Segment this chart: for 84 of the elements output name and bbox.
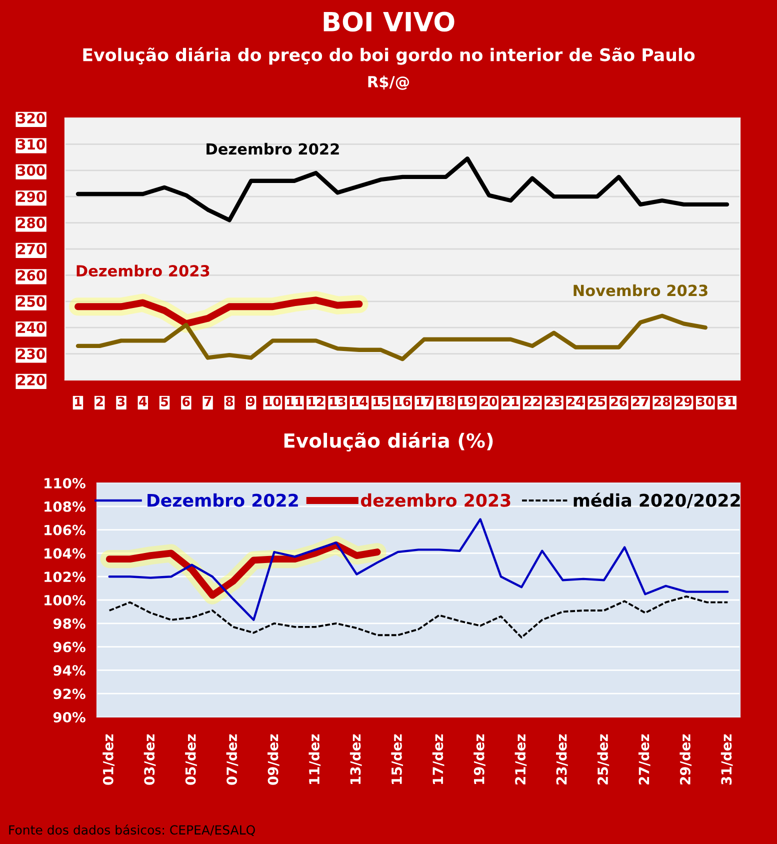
x-tick-label: 11/dez [308, 734, 321, 784]
y-tick-label: 240 [18, 322, 45, 334]
y-tick-label: 106% [44, 524, 86, 536]
text: Novembro 2023 [574, 284, 708, 296]
x-tick-label: 16 [395, 396, 411, 406]
x-tick-label: 12 [308, 396, 324, 406]
y-tick-label: 102% [44, 572, 86, 582]
x-tick-label: 3 [118, 396, 125, 406]
x-tick-label: 17/dez [432, 734, 444, 784]
chart-title: BOI VIVO [324, 12, 454, 32]
y-tick-label: 260 [18, 270, 45, 281]
x-tick-label: 26 [611, 396, 627, 406]
y-tick-label: 96% [53, 642, 86, 652]
y-tick-label: 100% [44, 594, 86, 606]
x-tick-label: 03/dez [144, 734, 156, 785]
x-tick-label: 07/dez [226, 734, 238, 785]
y-tick-label: 220 [18, 374, 45, 386]
x-tick-label: 10 [265, 396, 281, 406]
y-tick-label: 250 [18, 296, 45, 307]
x-tick-label: 15/dez [391, 734, 404, 784]
x-tick-label: 28 [654, 396, 670, 406]
x-tick-label: 01/dez [102, 734, 114, 785]
x-tick-label: 23/dez [556, 734, 568, 784]
x-tick-label: 19 [460, 396, 476, 406]
chart-title: Evolução diária (%) [284, 432, 493, 452]
x-tick-label: 4 [139, 397, 147, 406]
x-tick-label: 29/dez [680, 734, 692, 784]
x-tick-label: 25 [590, 396, 606, 406]
x-tick-label: 14 [352, 397, 368, 406]
y-tick-label: 92% [53, 688, 86, 700]
x-tick-label: 17 [416, 397, 432, 406]
x-tick-label: 6 [182, 396, 190, 406]
x-tick-label: 13/dez [350, 734, 362, 784]
x-tick-label: 30 [698, 396, 714, 406]
y-tick-label: 98% [53, 618, 86, 629]
line-series [108, 518, 729, 621]
x-tick-label: 2 [96, 396, 103, 406]
x-tick-label: 29 [676, 396, 692, 406]
x-tick-label: 19/dez [474, 734, 486, 784]
x-tick-label: 8 [226, 396, 233, 406]
series-label: Dezembro 2022 [206, 142, 339, 155]
x-tick-label: 31 [719, 396, 735, 406]
x-tick-label: 9 [247, 396, 255, 406]
x-tick-label: 7 [204, 397, 212, 406]
x-tick-label: 23 [546, 396, 562, 406]
x-tick-label: 22 [524, 396, 540, 406]
x-tick-label: 20 [481, 396, 498, 406]
x-tick-label: 09/dez [268, 734, 280, 785]
legend-label: Dezembro 2022 [148, 493, 298, 507]
x-tick-label: 11 [287, 397, 302, 406]
x-tick-label: 5 [161, 397, 168, 406]
x-tick-label: 15 [374, 397, 389, 406]
y-tick-label: 90% [53, 712, 86, 722]
x-tick-label: 21/dez [514, 734, 527, 784]
y-tick-label: 320 [17, 112, 45, 124]
series-label: Dezembro 2023 [76, 264, 210, 277]
x-tick-label: 1 [75, 397, 82, 406]
y-tick-label: 110% [44, 478, 86, 488]
y-tick-label: 104% [44, 548, 86, 559]
x-tick-label: 25/dez [597, 734, 610, 784]
line-series [108, 596, 729, 638]
x-tick-label: 18 [438, 396, 454, 406]
y-tick-label: 280 [18, 218, 45, 228]
legend-label: dezembro 2023 [360, 493, 510, 507]
y-tick-label: 94% [53, 665, 86, 676]
x-tick-label: 13 [330, 396, 346, 406]
line-series [76, 314, 708, 362]
x-tick-label: 27/dez [638, 734, 650, 784]
x-tick-label: 31/dez [720, 734, 733, 785]
y-axis-title: R$/@ [368, 76, 410, 90]
y-tick-label: 108% [44, 501, 86, 512]
x-tick-label: 27 [632, 396, 648, 406]
y-tick-label: 300 [17, 165, 45, 176]
y-tick-label: 270 [18, 244, 45, 254]
line-series [76, 156, 730, 222]
legend-label: média 2020/2022 [574, 492, 740, 508]
y-tick-label: 290 [18, 192, 45, 202]
x-tick-label: 21 [502, 396, 519, 406]
x-tick-label: 24 [568, 396, 584, 406]
x-tick-label: 05/dez [185, 734, 197, 785]
chart-subtitle: Evolução diária do preço do boi gordo no interior de São Paulo [83, 47, 695, 65]
y-tick-label: 230 [18, 348, 45, 360]
source-note: Fonte dos dados básicos: CEPEA/ESALQ [9, 824, 255, 836]
y-tick-label: 310 [17, 139, 45, 150]
